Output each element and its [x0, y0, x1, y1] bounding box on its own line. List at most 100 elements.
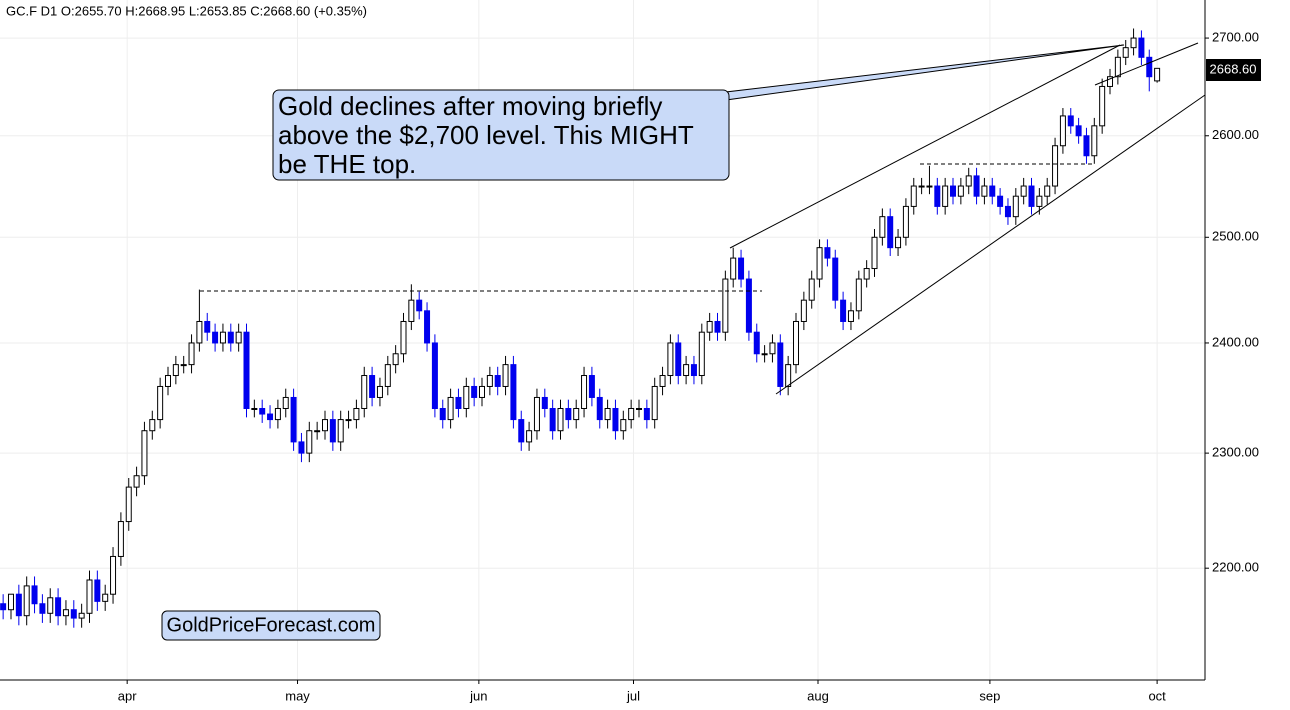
watermark: GoldPriceForecast.com	[167, 614, 376, 636]
candle-body	[1138, 37, 1145, 58]
candle-body	[989, 185, 996, 197]
candle-body	[172, 364, 179, 377]
candle-body	[431, 342, 438, 409]
candle-body	[298, 441, 305, 454]
candle-body	[1052, 145, 1059, 187]
candle-body	[793, 320, 800, 366]
candle-body	[110, 555, 117, 595]
candle-body	[769, 342, 776, 355]
candle-body	[1130, 37, 1137, 49]
candle-body	[157, 385, 164, 421]
y-tick-label: 2300.00	[1212, 445, 1259, 460]
candle-body	[997, 195, 1004, 207]
candle-body	[1059, 115, 1066, 147]
candle-body	[1036, 195, 1043, 207]
candle-body	[204, 320, 211, 333]
candle-body	[698, 331, 705, 377]
candle-body	[424, 310, 431, 344]
candle-body	[400, 320, 407, 355]
x-tick-label: jun	[469, 688, 487, 703]
candle-body	[479, 385, 485, 398]
candle-body	[847, 310, 854, 322]
candle-body	[62, 609, 69, 617]
candle-body	[164, 375, 171, 387]
candle-body	[620, 419, 627, 432]
candle-body	[1067, 115, 1074, 127]
candle-body	[902, 205, 909, 238]
candle-body	[180, 364, 187, 367]
candle-body	[1114, 56, 1121, 78]
candle-body	[887, 216, 894, 249]
trend-line	[775, 94, 1206, 395]
candle-body	[526, 430, 533, 443]
candle-body	[628, 407, 635, 421]
candle-body	[259, 407, 266, 415]
candle-body	[392, 353, 399, 366]
candle-body	[102, 593, 109, 602]
candle-body	[117, 521, 124, 557]
candle-body	[416, 299, 423, 312]
y-tick-label: 2400.00	[1212, 334, 1259, 349]
candle-body	[738, 257, 745, 280]
candle-body	[745, 278, 752, 333]
candle-body	[722, 278, 729, 333]
candle-body	[23, 585, 30, 617]
y-tick-label: 2700.00	[1212, 30, 1259, 45]
candle-body	[1146, 56, 1153, 78]
candle-body	[133, 475, 140, 488]
candle-body	[196, 320, 203, 344]
candle-body	[636, 407, 643, 410]
candle-body	[863, 268, 870, 280]
candle-body	[345, 419, 352, 422]
candle-body	[683, 364, 690, 377]
candle-body	[518, 419, 525, 443]
y-tick-label: 2600.00	[1212, 127, 1259, 142]
candle-body	[7, 593, 14, 611]
callout-pointer	[725, 44, 1125, 101]
trend-line	[729, 44, 1121, 249]
candle-body	[690, 364, 697, 377]
candle-body	[463, 385, 470, 409]
candle-body	[0, 603, 7, 611]
candle-body	[824, 247, 831, 259]
candle-body	[274, 407, 281, 421]
candles	[0, 28, 1161, 628]
candle-body	[47, 597, 54, 614]
candle-body	[800, 299, 807, 322]
watermark-box	[161, 610, 381, 641]
candle-body	[816, 247, 823, 280]
candle-body	[486, 375, 493, 387]
candle-body	[840, 299, 847, 322]
candle-body	[1028, 185, 1035, 207]
candle-body	[55, 597, 62, 617]
candle-body	[1012, 195, 1019, 218]
x-tick-label: may	[285, 688, 310, 703]
candle-body	[1020, 185, 1027, 197]
candle-body	[227, 331, 234, 344]
candle-body	[981, 185, 988, 197]
candle-body	[785, 364, 792, 387]
candle-body	[549, 407, 556, 432]
candle-body	[871, 236, 878, 270]
candle-body	[86, 579, 93, 614]
candle-body	[565, 407, 572, 421]
candle-body	[942, 185, 949, 207]
x-tick-label: oct	[1148, 688, 1166, 703]
trend-line	[1094, 42, 1199, 86]
candle-body	[934, 185, 941, 207]
x-tick-label: apr	[118, 688, 137, 703]
candle-body	[1004, 205, 1011, 218]
x-tick-label: aug	[807, 688, 829, 703]
candle-body	[235, 331, 242, 344]
candle-body	[502, 364, 509, 387]
candle-body	[965, 175, 972, 187]
candle-body	[188, 342, 195, 366]
price-tag	[1206, 59, 1261, 81]
candle-body	[1091, 125, 1098, 157]
candle-body	[675, 342, 682, 377]
candle-body	[832, 257, 839, 301]
candle-body	[541, 396, 548, 409]
candle-body	[78, 612, 85, 619]
candle-body	[950, 185, 957, 197]
candle-body	[855, 278, 862, 312]
